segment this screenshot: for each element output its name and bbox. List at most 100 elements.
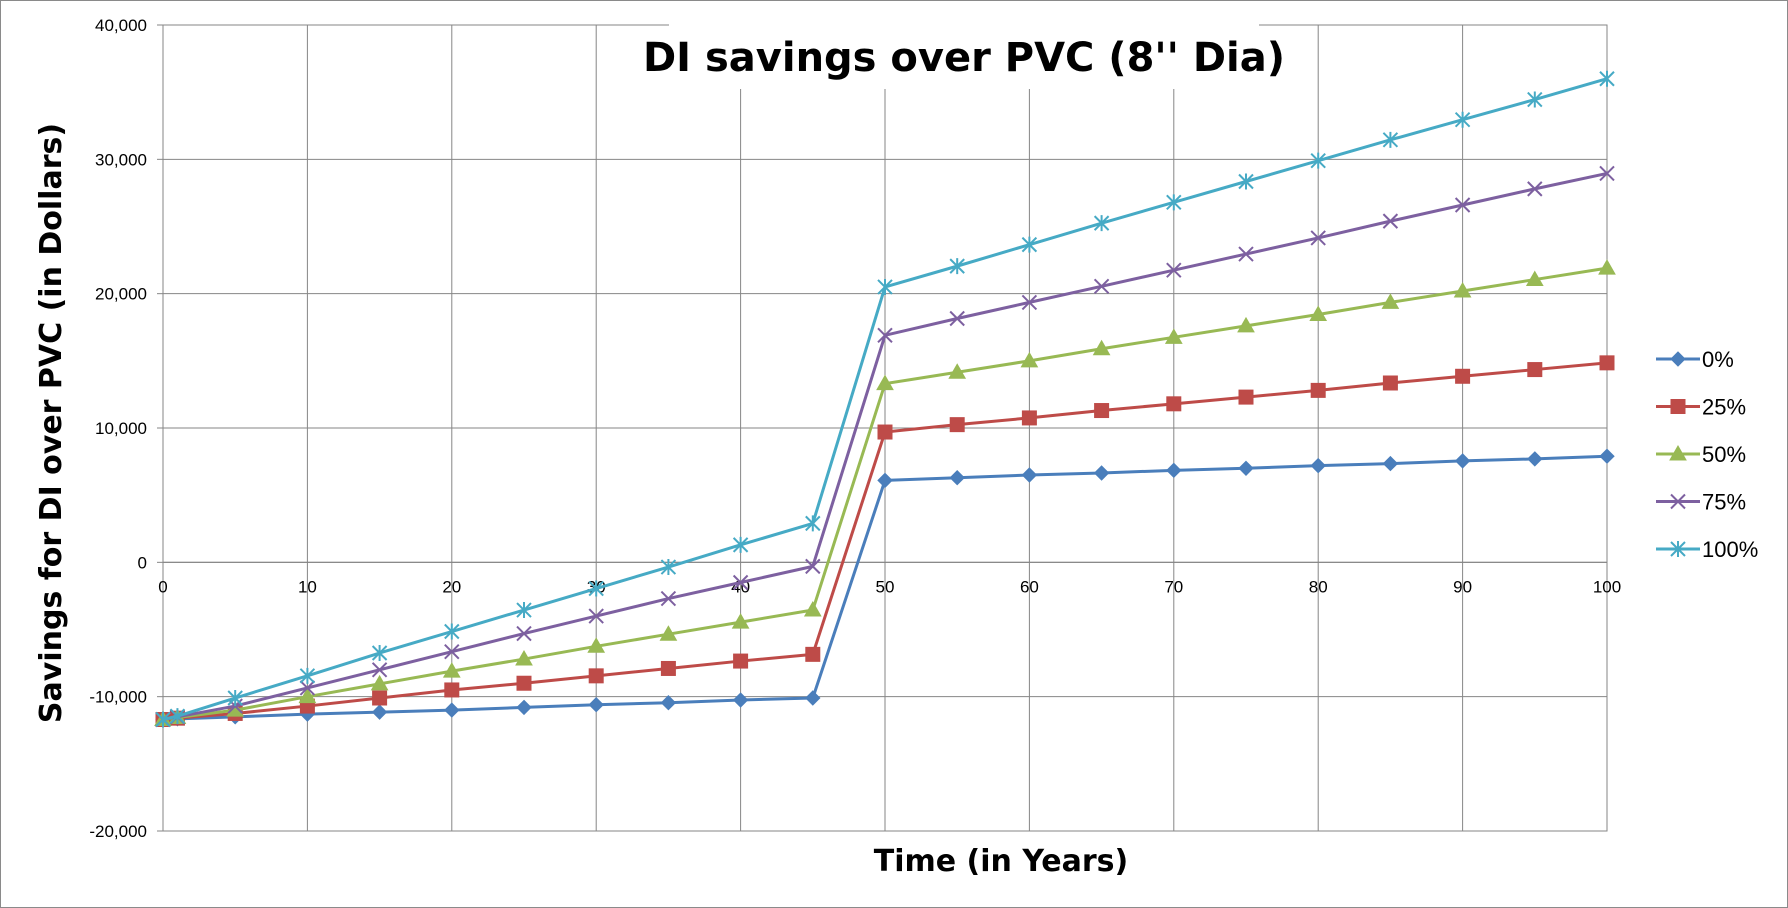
legend-label: 75% <box>1702 490 1746 515</box>
y-tick-label: 10,000 <box>95 419 147 438</box>
data-point <box>1238 389 1254 405</box>
data-point <box>1093 215 1110 232</box>
x-tick-label: 70 <box>1164 577 1183 596</box>
data-point <box>659 625 678 641</box>
data-point <box>1599 355 1615 371</box>
x-tick-label: 90 <box>1453 577 1472 596</box>
gridlines <box>157 24 1608 832</box>
legend-label: 25% <box>1702 395 1746 420</box>
y-axis-title: Savings for DI over PVC (in Dollars) <box>34 123 69 723</box>
data-point <box>877 424 893 440</box>
legend-item: 25% <box>1656 395 1746 420</box>
data-point <box>803 601 822 617</box>
data-point <box>805 515 821 532</box>
data-point <box>298 687 317 704</box>
data-point <box>588 580 604 597</box>
data-point <box>1092 339 1111 356</box>
data-point <box>1021 236 1038 253</box>
y-tick-label: 0 <box>138 553 147 572</box>
data-point <box>1166 262 1182 278</box>
data-point <box>1164 328 1183 344</box>
data-point <box>731 613 750 629</box>
x-tick-label: 20 <box>442 577 461 596</box>
data-point <box>949 417 965 433</box>
data-point <box>371 662 388 678</box>
data-point <box>1454 197 1471 213</box>
legend-label: 50% <box>1702 442 1746 467</box>
data-point <box>948 363 967 379</box>
y-tick-label: 20,000 <box>95 285 147 304</box>
data-point <box>1310 152 1326 169</box>
data-point <box>1238 246 1254 262</box>
data-point <box>1527 91 1543 108</box>
legend-marker <box>1670 493 1686 510</box>
series-line <box>162 266 1608 721</box>
y-tick-label: -20,000 <box>89 822 147 841</box>
data-point <box>660 660 676 676</box>
data-point <box>1310 457 1326 474</box>
data-point <box>444 623 460 640</box>
data-point <box>1310 230 1326 246</box>
data-point <box>1021 467 1038 483</box>
data-point <box>372 690 388 706</box>
y-tick-label: 40,000 <box>95 16 147 35</box>
data-point <box>1021 410 1037 426</box>
x-axis-title: Time (in Years) <box>874 844 1129 879</box>
data-point <box>1238 173 1254 190</box>
data-point <box>1166 194 1182 211</box>
data-point <box>1599 70 1615 87</box>
x-tick-label: 10 <box>298 577 317 596</box>
x-tick-label: 100 <box>1593 577 1621 596</box>
y-axis-ticks: -20,000 -10,000 0 10,000 20,000 30,000 40,000 <box>89 16 147 841</box>
data-point <box>516 699 532 716</box>
data-point <box>733 653 749 669</box>
data-point <box>877 278 893 295</box>
data-point <box>805 646 821 662</box>
x-tick-label: 50 <box>876 577 895 596</box>
data-point <box>371 645 388 662</box>
data-point <box>877 472 893 489</box>
chart-title: DI savings over PVC (8'' Dia) <box>643 35 1285 81</box>
data-point <box>805 558 821 575</box>
legend-marker <box>1670 541 1686 557</box>
series-line <box>162 361 1608 721</box>
legend-item: 75% <box>1656 490 1746 515</box>
data-point <box>949 258 965 275</box>
data-point <box>444 643 460 660</box>
data-point <box>371 704 388 720</box>
data-point <box>1382 455 1399 472</box>
legend-marker <box>1670 399 1686 414</box>
y-tick-label: 30,000 <box>95 150 147 169</box>
legend-label: 0% <box>1702 347 1734 372</box>
series-line <box>162 171 1608 721</box>
data-point <box>588 608 604 624</box>
legend-item: 0% <box>1656 347 1734 372</box>
x-axis-ticks: 0 10 20 30 40 50 60 70 80 90 100 <box>158 577 1621 596</box>
data-point <box>1525 270 1544 287</box>
series-100pct <box>155 70 1615 728</box>
data-point <box>227 690 243 707</box>
data-point <box>660 559 677 576</box>
data-point <box>1166 396 1182 412</box>
data-point <box>949 310 965 327</box>
legend-item: 50% <box>1656 442 1746 467</box>
data-point <box>1382 213 1399 229</box>
title-group: DI savings over PVC (8'' Dia) <box>643 19 1285 89</box>
data-point <box>370 674 389 691</box>
data-point <box>1382 131 1399 148</box>
legend-marker <box>1669 444 1687 461</box>
data-point <box>1237 316 1255 333</box>
data-point <box>877 327 893 344</box>
data-point <box>442 662 461 678</box>
data-point <box>299 680 316 696</box>
x-tick-label: 80 <box>1309 577 1328 596</box>
series-group <box>154 70 1616 728</box>
data-point <box>1166 462 1182 479</box>
data-point <box>732 536 749 553</box>
data-point <box>1453 281 1472 298</box>
data-point <box>949 469 965 486</box>
data-point <box>1527 451 1543 467</box>
data-point <box>515 650 533 666</box>
data-point <box>1599 448 1615 464</box>
